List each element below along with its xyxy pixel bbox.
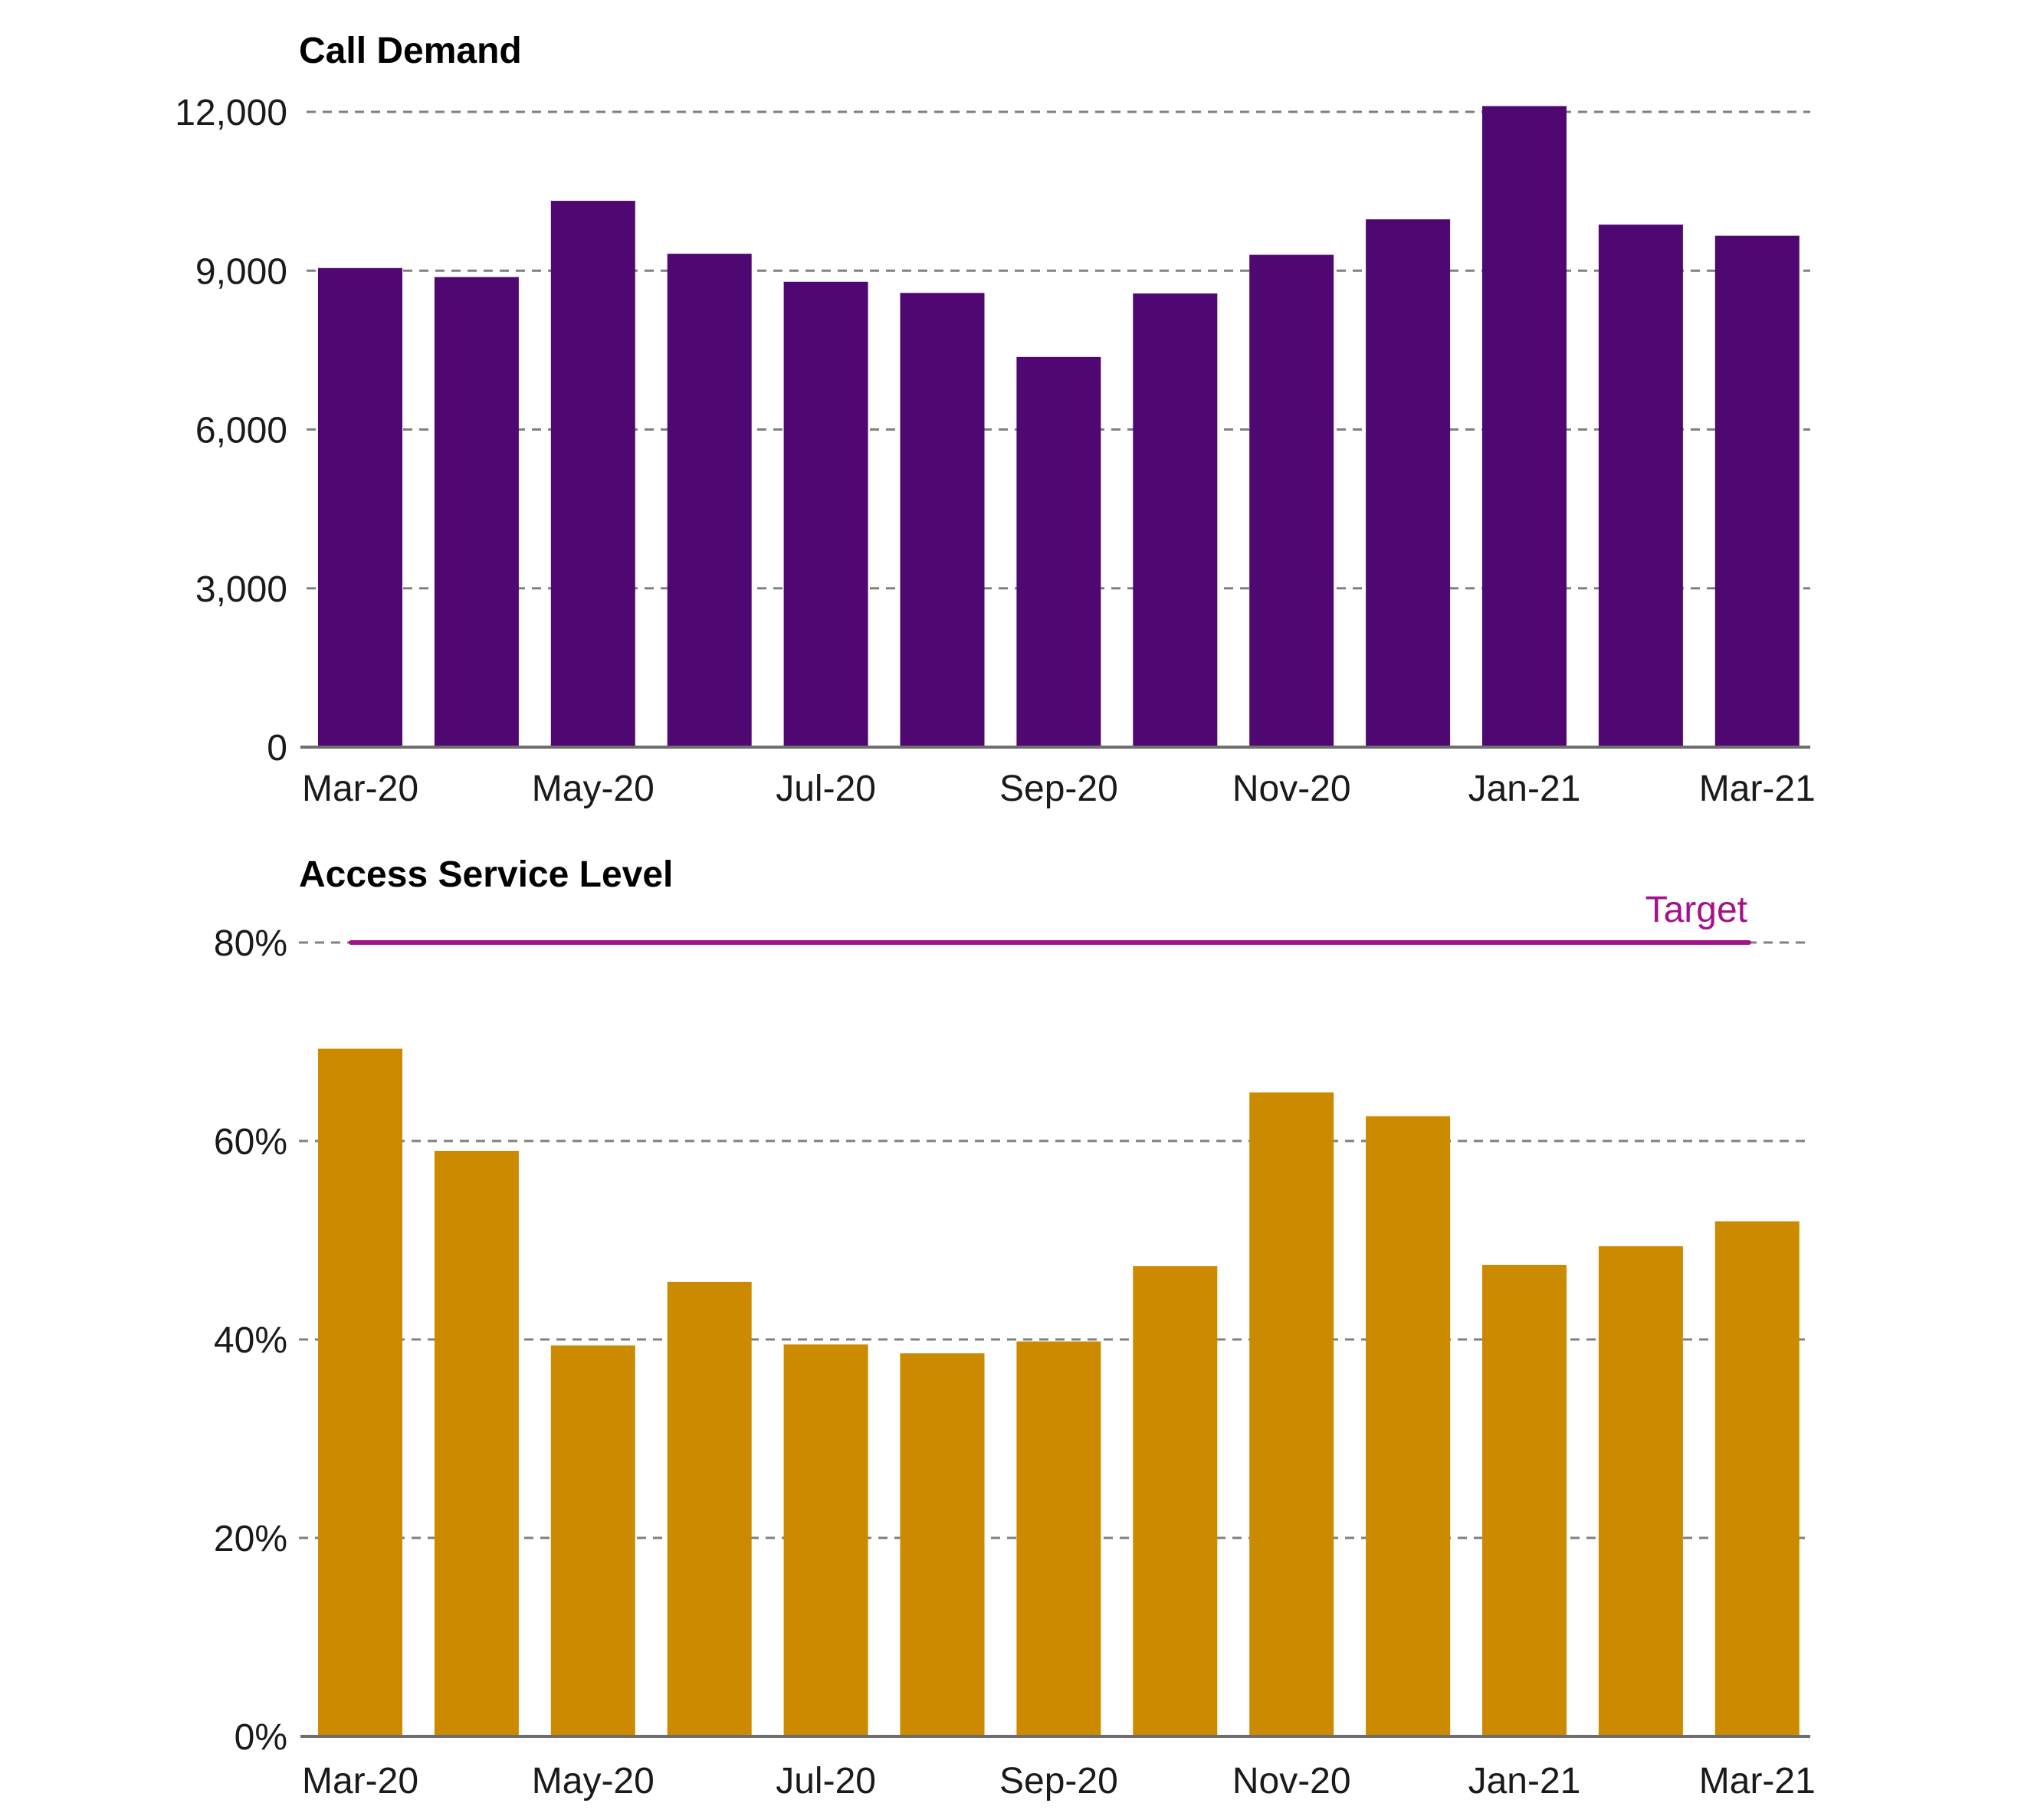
access-service-level-bar-mar-21	[1714, 1221, 1800, 1736]
access-service-level-bar-jan-21	[1482, 1264, 1567, 1736]
access-service-level-bar-feb-21	[1598, 1246, 1683, 1736]
call-demand-x-tick-label: May-20	[532, 769, 655, 809]
call-demand-bar-oct-20	[1133, 293, 1218, 748]
call-demand-bar-nov-20	[1249, 254, 1334, 747]
call-demand-y-tick-label: 3,000	[195, 569, 287, 610]
access-service-level-x-tick-label: Mar-20	[302, 1761, 418, 1802]
call-demand-y-tick-label: 9,000	[195, 251, 287, 292]
access-service-level-y-tick-label: 60%	[214, 1122, 287, 1162]
call-demand-y-tick-label: 12,000	[175, 93, 287, 133]
call-demand-chart: Call Demand 0 3,000 6,000 9,000 12,000 Mar-2…	[175, 31, 1816, 809]
access-service-level-title: Access Service Level	[299, 854, 673, 895]
access-service-level-y-ticks: 0% 20% 40% 60% 80%	[214, 923, 287, 1758]
call-demand-bar-feb-21	[1598, 225, 1683, 748]
call-demand-bar-may-20	[550, 201, 635, 747]
access-service-level-x-tick-label: Mar-21	[1699, 1761, 1816, 1802]
access-service-level-bar-dec-20	[1366, 1116, 1451, 1736]
access-service-level-x-tick-label: Nov-20	[1232, 1761, 1351, 1802]
call-demand-bars	[318, 106, 1800, 748]
call-demand-bar-sep-20	[1016, 356, 1101, 747]
call-demand-x-tick-label: Jan-21	[1468, 769, 1581, 809]
call-demand-x-tick-label: Sep-20	[999, 769, 1118, 809]
access-service-level-target: Target	[349, 890, 1751, 945]
call-demand-bar-jul-20	[783, 281, 868, 747]
call-demand-x-tick-label: Nov-20	[1232, 769, 1351, 809]
access-service-level-y-tick-label: 0%	[235, 1717, 287, 1758]
access-service-level-x-tick-label: May-20	[532, 1761, 655, 1802]
access-service-level-y-tick-label: 40%	[214, 1320, 287, 1361]
call-demand-bar-jun-20	[667, 254, 752, 748]
target-label: Target	[1645, 890, 1747, 930]
access-service-level-bar-oct-20	[1133, 1266, 1218, 1736]
call-demand-x-tick-label: Mar-20	[302, 769, 418, 809]
access-service-level-bar-sep-20	[1016, 1341, 1101, 1736]
call-demand-y-ticks: 0 3,000 6,000 9,000 12,000	[175, 93, 287, 769]
call-demand-bar-jan-21	[1482, 106, 1567, 748]
call-demand-bar-dec-20	[1366, 219, 1451, 748]
access-service-level-bar-aug-20	[900, 1353, 985, 1736]
access-service-level-y-tick-label: 80%	[214, 923, 287, 964]
call-demand-bar-mar-21	[1714, 235, 1800, 747]
access-service-level-bar-may-20	[550, 1345, 635, 1736]
call-demand-title: Call Demand	[299, 31, 522, 71]
access-service-level-chart: Access Service Level 0% 20% 40% 60% 80% Targ…	[214, 854, 1816, 1802]
call-demand-x-ticks: Mar-20 May-20 Jul-20 Sep-20 Nov-20 Jan-21 Mar-…	[302, 769, 1816, 809]
call-demand-x-tick-label: Mar-21	[1699, 769, 1816, 809]
access-service-level-bar-apr-20	[434, 1150, 519, 1736]
call-demand-bar-aug-20	[900, 293, 985, 747]
access-service-level-bar-jul-20	[783, 1344, 868, 1736]
call-demand-x-tick-label: Jul-20	[776, 769, 876, 809]
access-service-level-x-tick-label: Sep-20	[999, 1761, 1118, 1802]
call-demand-y-tick-label: 0	[267, 728, 287, 769]
access-service-level-x-tick-label: Jan-21	[1468, 1761, 1581, 1802]
access-service-level-x-tick-label: Jul-20	[776, 1761, 876, 1802]
call-demand-bar-apr-20	[434, 277, 519, 747]
call-demand-y-tick-label: 6,000	[195, 411, 287, 451]
access-service-level-y-tick-label: 20%	[214, 1519, 287, 1559]
access-service-level-bar-nov-20	[1249, 1092, 1334, 1736]
access-service-level-x-ticks: Mar-20 May-20 Jul-20 Sep-20 Nov-20 Jan-21 Mar-…	[302, 1761, 1816, 1802]
call-demand-bar-mar-20	[318, 267, 402, 747]
access-service-level-bar-jun-20	[667, 1281, 752, 1736]
access-service-level-bar-mar-20	[318, 1048, 402, 1736]
access-service-level-bars	[318, 1048, 1800, 1736]
